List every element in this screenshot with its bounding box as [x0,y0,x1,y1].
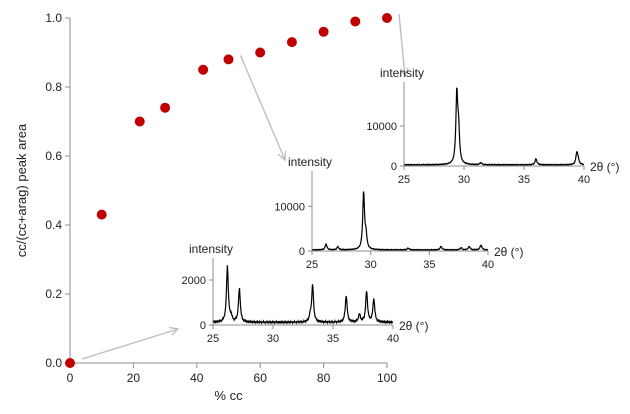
inset-y-axis-label: intensity [288,155,332,169]
main-plot: 0.0 0.2 0.4 0.6 0.8 1.0 0 20 40 60 80 100 % cc cc/(cc… [14,11,397,403]
inset-y-tick-label: 10000 [366,121,397,133]
main-y-tick-label: 0.6 [45,149,62,163]
data-point [318,26,329,37]
inset-y-tick-label: 10000 [274,201,305,213]
callout-arrow [398,13,405,76]
inset-x-tick-label: 35 [327,333,339,345]
xrd-pattern-line [403,87,585,167]
inset-x-tick-label: 40 [578,174,590,186]
arrows-layer [81,13,405,360]
inset-x-tick-label: 35 [518,174,530,186]
inset-x-axis-label: 2θ (°) [590,160,619,174]
data-point [160,102,171,113]
callout-arrow [81,329,178,360]
xrd-inset-2: 0 10000 25 30 35 40 intensity 2θ (°) [274,155,523,271]
main-y-tick-label: 1.0 [45,11,62,25]
data-point [255,47,266,58]
data-point [198,64,209,75]
inset-y-axis-label: intensity [380,66,424,80]
callout-arrow [239,55,286,160]
main-y-tick-label: 0.0 [45,356,62,370]
inset-x-tick-label: 30 [365,259,377,271]
main-x-tick-label: 40 [190,371,204,385]
data-point [134,116,145,127]
insets-layer: 0 2000 25 30 35 40 intensity 2θ (°) 0 10000 25 30 35… [182,66,620,345]
main-y-tick-label: 0.2 [45,287,62,301]
inset-x-tick-label: 40 [482,259,494,271]
data-point [350,16,361,27]
inset-x-tick-label: 30 [267,333,279,345]
inset-x-tick-label: 35 [423,259,435,271]
inset-x-axis-label: 2θ (°) [494,245,523,259]
inset-x-tick-label: 25 [207,333,219,345]
main-x-tick-label: 80 [317,371,331,385]
xrd-inset-1: 0 2000 25 30 35 40 intensity 2θ (°) [182,242,429,345]
xrd-pattern-line [212,265,394,326]
main-y-tick-label: 0.4 [45,218,62,232]
main-x-tick-label: 20 [127,371,141,385]
inset-y-tick-label: 2000 [182,275,206,287]
data-point [65,358,75,368]
inset-y-tick-label: 0 [299,246,305,258]
inset-x-tick-label: 25 [306,259,318,271]
main-y-axis-label: cc/(cc+arag) peak area [14,123,29,257]
data-point [96,209,107,220]
data-point [223,54,234,65]
inset-y-tick-label: 0 [200,320,206,332]
inset-x-tick-label: 25 [398,174,410,186]
data-point [286,37,297,48]
xrd-pattern-line [311,191,489,252]
data-point [382,13,392,23]
inset-y-tick-label: 0 [391,161,397,173]
inset-x-axis-label: 2θ (°) [399,319,428,333]
inset-x-tick-label: 30 [458,174,470,186]
main-x-axis-label: % cc [214,388,243,403]
inset-y-axis-label: intensity [189,242,233,256]
main-y-tick-label: 0.8 [45,80,62,94]
main-x-tick-label: 100 [377,371,397,385]
main-x-tick-label: 60 [254,371,268,385]
xrd-inset-3: 0 10000 25 30 35 40 intensity 2θ (°) [366,66,619,186]
inset-x-tick-label: 40 [387,333,399,345]
main-x-tick-label: 0 [67,371,74,385]
